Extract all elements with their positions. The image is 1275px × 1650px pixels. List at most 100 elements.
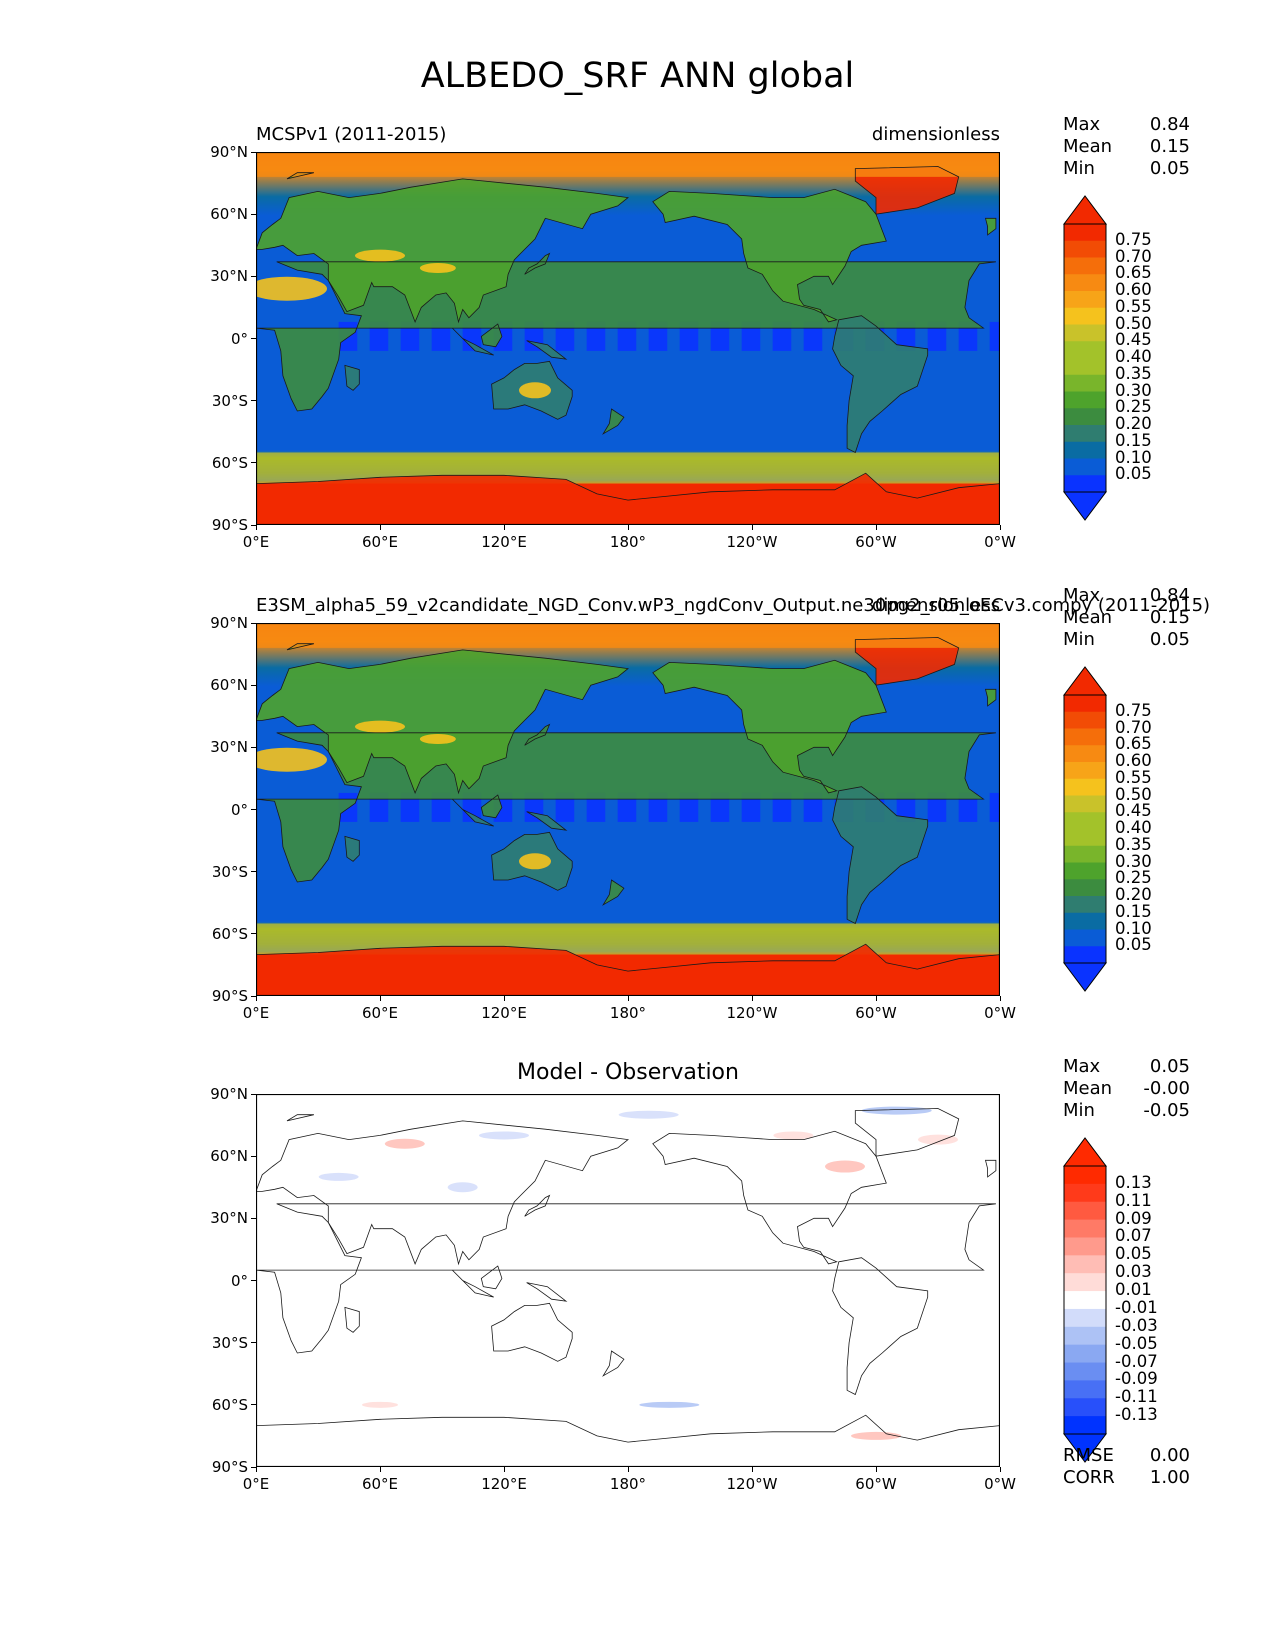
colorbar-segment <box>1064 929 1106 947</box>
colorbar-tick-label: 0.01 <box>1115 1280 1152 1300</box>
tropical-stripe <box>710 792 730 822</box>
x-tick-mark <box>999 996 1001 1001</box>
land-fill <box>832 315 928 453</box>
coastline <box>286 1114 314 1122</box>
x-tick-label: 60°E <box>361 1475 399 1493</box>
colorbar-tick-label: 0.35 <box>1115 834 1152 854</box>
land-fill <box>524 724 550 746</box>
map-plot <box>256 623 1000 996</box>
y-tick-label: 60°S <box>211 453 248 472</box>
colorbar-segment <box>1064 946 1106 964</box>
coastline <box>256 649 629 795</box>
tropical-stripe <box>958 792 978 822</box>
colorbar <box>1063 195 1107 521</box>
coastline <box>344 364 360 391</box>
x-tick-label: 60°E <box>361 533 399 551</box>
panel-center-title: Model - Observation <box>517 1060 739 1085</box>
colorbar-segment <box>1064 862 1106 880</box>
x-tick-label: 120°W <box>726 1004 778 1022</box>
y-tick-mark <box>251 746 256 748</box>
y-tick-mark <box>251 622 256 624</box>
y-tick-label: 30°N <box>210 1209 248 1228</box>
x-tick-label: 120°W <box>726 533 778 551</box>
tropical-stripe <box>741 792 761 822</box>
tropical-stripe <box>586 792 606 822</box>
colorbar-tick-label: 0.15 <box>1115 901 1152 921</box>
coastline <box>256 1414 1000 1467</box>
coastline <box>524 723 551 746</box>
colorbar-segment <box>1064 1291 1106 1310</box>
x-tick-mark <box>875 1467 877 1472</box>
colorbar-tick-label: 0.75 <box>1115 229 1152 249</box>
colorbar-segment <box>1064 441 1106 459</box>
map-plot <box>256 1094 1000 1467</box>
difference-patch <box>618 1110 679 1119</box>
land-fill <box>344 365 360 391</box>
x-tick-mark <box>999 525 1001 530</box>
page-title: ALBEDO_SRF ANN global <box>420 56 855 96</box>
coastline <box>602 1350 625 1377</box>
coastline <box>452 327 494 356</box>
y-tick-mark <box>251 462 256 464</box>
stat-value: 0.05 <box>1149 629 1190 650</box>
difference-patch <box>639 1401 700 1408</box>
land-fill <box>481 324 502 347</box>
x-tick-label: 120°E <box>481 1004 527 1022</box>
colorbar-segment <box>1064 1201 1106 1221</box>
tropical-stripe <box>555 321 575 351</box>
y-tick-mark <box>251 809 256 810</box>
colorbar-tick-label: 0.45 <box>1115 330 1152 350</box>
colorbar-tick-label: -0.07 <box>1115 1351 1158 1371</box>
coastline <box>452 798 494 827</box>
tropical-stripe <box>648 792 668 822</box>
colorbar-segment <box>1064 1273 1106 1292</box>
panel-left-title: MCSPv1 (2011-2015) <box>256 124 447 145</box>
x-tick-mark <box>255 525 257 530</box>
y-tick-label: 30°S <box>211 862 248 881</box>
map-plot <box>256 152 1000 525</box>
stat-value: 0.05 <box>1149 158 1190 179</box>
tropical-stripe <box>741 321 761 351</box>
land-fill <box>256 732 996 882</box>
y-tick-label: 0° <box>230 329 248 348</box>
colorbar-tick-label: 0.70 <box>1115 717 1152 737</box>
colorbar-segment <box>1064 1416 1106 1435</box>
colorbar-tick-label: 0.65 <box>1115 263 1152 283</box>
colorbar-tick-label: 0.50 <box>1115 313 1152 333</box>
colorbar-tick-label: -0.13 <box>1115 1405 1158 1425</box>
colorbar-extend-max <box>1063 195 1107 225</box>
tropical-stripe <box>400 792 420 822</box>
x-tick-mark <box>751 1467 753 1472</box>
colorbar-segment <box>1064 1326 1106 1346</box>
colorbar-tick-label: 0.40 <box>1115 347 1152 366</box>
colorbar-tick-label: 0.35 <box>1115 363 1152 383</box>
coastline <box>524 252 551 275</box>
colorbar-tick-label: 0.60 <box>1115 280 1152 299</box>
desert-patch <box>419 734 456 745</box>
tropical-stripe <box>431 792 451 822</box>
colorbar-segment <box>1064 257 1106 275</box>
coastline <box>984 1159 997 1178</box>
x-tick-label: 60°W <box>855 533 897 551</box>
colorbar-segment <box>1064 912 1106 930</box>
stat-label: Mean <box>1063 607 1113 628</box>
tropical-stripe <box>431 321 451 351</box>
colorbar-extend-min <box>1063 491 1107 521</box>
x-tick-mark <box>503 996 505 1001</box>
difference-patch <box>384 1138 425 1149</box>
x-tick-mark <box>503 525 505 530</box>
y-tick-label: 30°N <box>210 738 248 757</box>
map-background <box>256 1094 1000 1467</box>
x-tick-label: 180° <box>609 1004 647 1022</box>
colorbar-tick-label: 0.10 <box>1115 918 1152 938</box>
stat-value: 0.15 <box>1149 607 1190 628</box>
map-frame <box>256 152 1000 525</box>
tropical-stripe <box>896 321 916 351</box>
metric-value: 0.00 <box>1149 1445 1190 1466</box>
x-tick-mark <box>255 1467 257 1472</box>
x-tick-mark <box>875 996 877 1001</box>
x-tick-mark <box>379 1467 381 1472</box>
coastline <box>526 340 568 360</box>
colorbar-tick-label: 0.05 <box>1115 464 1152 484</box>
colorbar-segment <box>1064 224 1106 242</box>
